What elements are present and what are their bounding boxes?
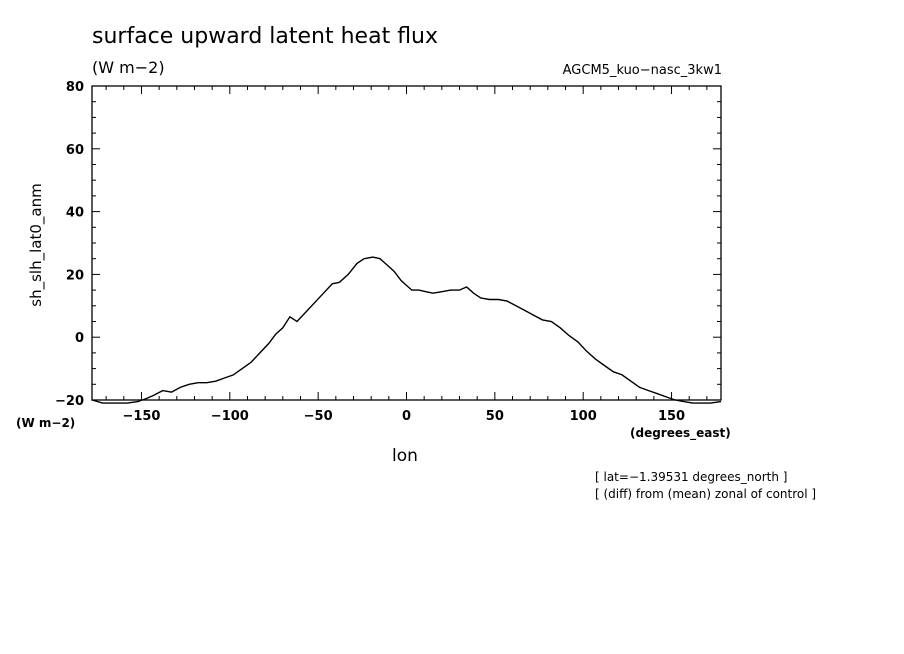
- chart-units: (W m−2): [92, 58, 165, 77]
- x-tick-label: 150: [658, 409, 685, 424]
- model-label: AGCM5_kuo−nasc_3kw1: [562, 63, 722, 78]
- x-tick-label: −50: [304, 409, 333, 424]
- y-tick-label: 60: [66, 143, 84, 158]
- x-tick-label: 50: [486, 409, 504, 424]
- y-tick-label: 0: [75, 331, 84, 346]
- x-axis-units: (degrees_east): [630, 426, 731, 440]
- x-tick-label: −150: [122, 409, 160, 424]
- y-tick-label: −20: [55, 394, 84, 409]
- axis-tick-labels: −150 −100 −50 0 50 100 150 −20 0 20 40 60 80: [55, 80, 685, 424]
- y-tick-label: 80: [66, 80, 84, 95]
- axis-ticks: [92, 85, 721, 401]
- plot-frame: [91, 85, 722, 401]
- y-tick-label: 40: [66, 206, 84, 221]
- x-tick-label: 0: [402, 409, 411, 424]
- x-axis-label: lon: [392, 446, 418, 466]
- x-tick-label: −100: [211, 409, 249, 424]
- y-axis-units: (W m−2): [16, 416, 76, 430]
- note-diff: [ (diff) from (mean) zonal of control ]: [595, 487, 817, 501]
- note-latitude: [ lat=−1.39531 degrees_north ]: [595, 470, 788, 484]
- y-tick-label: 20: [66, 268, 84, 283]
- chart-title: surface upward latent heat flux: [92, 24, 439, 49]
- series-line: [91, 256, 722, 404]
- x-tick-label: 100: [570, 409, 597, 424]
